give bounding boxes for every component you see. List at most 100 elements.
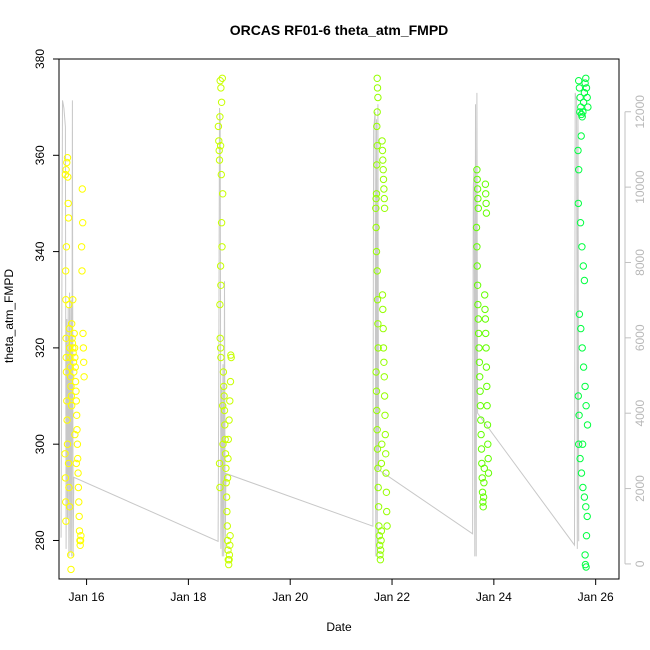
data-point [68,334,76,342]
data-point [383,507,391,516]
data-point [480,479,488,487]
data-point [579,363,588,371]
data-point [380,204,389,213]
data-point [374,503,383,511]
data-point [217,219,226,227]
data-point [74,469,82,477]
data-point [377,527,386,535]
data-point [578,243,586,251]
data-point [217,170,226,179]
data-point [216,142,225,150]
altitude-line-layer [60,92,580,557]
data-point [482,329,490,338]
data-point [226,541,234,549]
data-point [215,459,224,468]
data-point [64,214,73,222]
data-point [62,353,70,362]
data-point [373,267,381,275]
points-layer [61,74,592,574]
data-point [67,551,75,559]
data-point [481,315,490,323]
data-point [473,281,482,289]
data-point [64,173,72,181]
data-point [374,320,382,328]
data-point [377,536,385,545]
data-point [582,503,590,511]
altitude-line [60,92,580,557]
data-point [475,358,484,366]
data-point [77,532,85,540]
data-point [63,154,72,162]
data-point [219,440,227,448]
data-point [374,344,382,352]
data-point [223,507,231,516]
data-point [68,402,76,410]
y-axis-label: theta_atm_FMPD [2,269,16,363]
data-point [375,532,383,540]
data-point [216,77,224,85]
data-point [67,382,75,391]
data-point [575,166,583,174]
data-point [380,392,389,400]
x-axis-label: Date [326,620,352,634]
y-tick-label: 360 [33,145,47,165]
data-point [373,142,381,150]
point-series-rf02 [214,74,235,569]
data-point [71,363,80,371]
data-point [73,411,81,419]
data-point [582,74,590,83]
data-point [222,493,231,501]
data-point [482,199,490,208]
data-point [583,421,592,429]
data-point [75,527,84,535]
data-point [372,204,380,213]
data-point [379,344,388,352]
data-point [216,483,224,492]
data-point [217,353,225,362]
data-point [379,175,388,184]
point-series-rf05 [574,74,592,571]
data-point [374,483,382,492]
data-point [225,560,233,569]
data-point [482,190,490,198]
data-point [482,344,490,352]
data-point [379,305,387,314]
data-point [574,146,582,155]
data-point [372,368,380,376]
data-point [227,353,235,362]
data-point [479,493,488,501]
y2-tick-label: 0 [633,560,647,567]
data-point [215,156,224,164]
data-point [481,291,489,299]
data-point [374,93,382,102]
chart-title: ORCAS RF01-6 theta_atm_FMPD [230,22,449,38]
data-point [576,108,584,116]
data-point [219,368,228,376]
data-point [479,503,487,511]
data-point [582,84,591,92]
y2-tick-label: 8000 [633,249,647,276]
data-point [575,77,583,85]
data-point [372,190,381,198]
data-point [225,551,234,559]
data-point [476,373,484,381]
x-tick-label: Jan 20 [272,590,308,604]
data-point [483,382,491,391]
data-point [373,406,381,415]
data-point [376,541,384,549]
data-point [373,296,382,304]
data-point [380,358,388,366]
data-point [65,300,73,309]
data-point [214,122,223,131]
y-tick-label: 300 [33,434,47,454]
data-point [483,421,492,429]
data-point [219,190,227,198]
data-point [80,358,88,366]
data-point [73,426,81,434]
data-point [70,344,79,352]
data-point [576,93,584,102]
data-point [73,440,82,448]
data-point [72,387,80,395]
data-point [374,464,382,472]
data-point [373,84,382,92]
